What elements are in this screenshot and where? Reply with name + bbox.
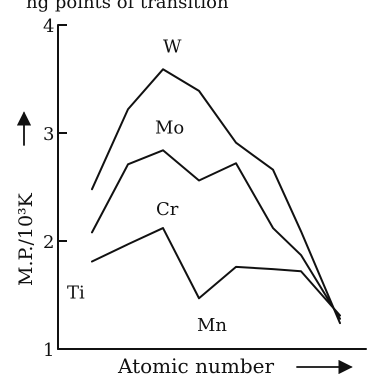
series-label-ti: Ti [67, 283, 85, 304]
series-label-w: W [163, 36, 182, 57]
y-tick-label-3: 3 [43, 124, 54, 145]
series-label-mo: Mo [155, 117, 184, 138]
x-axis-label: Atomic number [117, 354, 274, 375]
series-layer [92, 69, 340, 323]
series-labels: W Mo Ti Cr Mn [67, 36, 227, 336]
chart-title: ng points of transition [26, 0, 229, 13]
y-tick-label-2: 2 [43, 232, 54, 253]
y-tick-label-1: 1 [43, 340, 54, 361]
y-axis-label: M.P./10³K [15, 192, 37, 286]
y-ticks: 1 2 3 4 [43, 16, 67, 361]
series-line-ti [92, 228, 340, 315]
annotation-label-mn: Mn [197, 315, 227, 336]
annotation-label-cr: Cr [156, 199, 179, 220]
y-tick-label-4: 4 [43, 16, 54, 37]
